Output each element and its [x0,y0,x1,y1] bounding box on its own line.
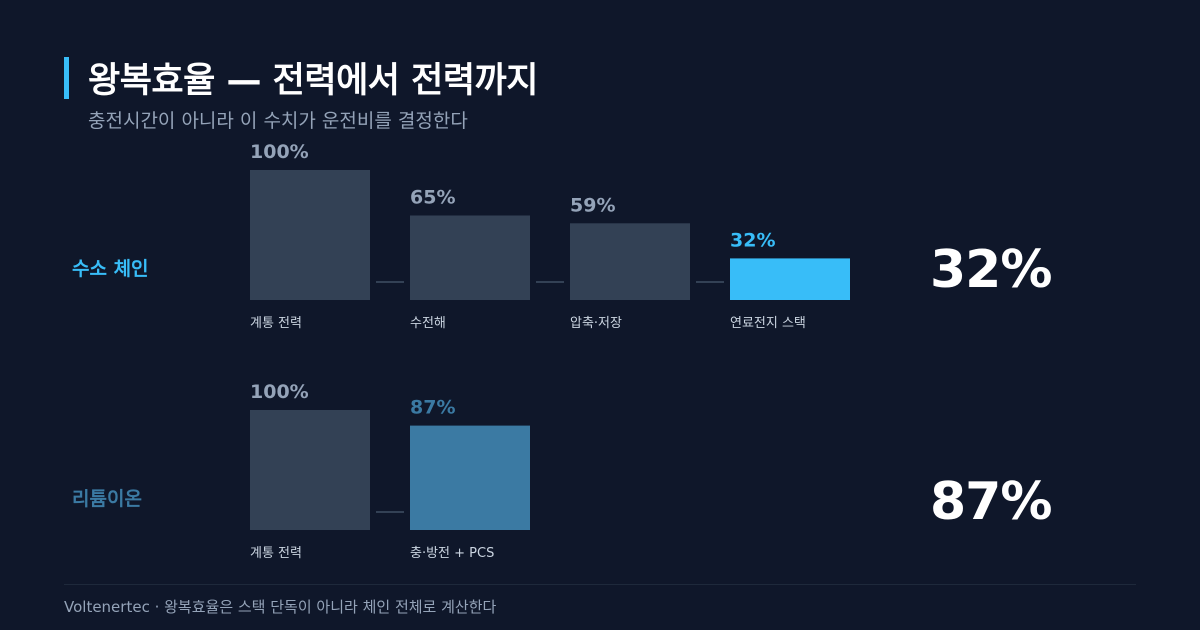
total-efficiency-hydrogen: 32% [930,240,1052,300]
stage-label-lithium-2: 충·방전 + PCS [410,546,494,561]
footer-note: Voltenertec · 왕복효율은 스택 단독이 아니라 체인 전체로 계산… [64,598,497,616]
bar-hydrogen-3 [570,223,690,300]
stage-label-hydrogen-3: 압축·저장 [570,316,622,331]
value-label-hydrogen-4: 32% [730,229,775,251]
value-label-lithium-2: 87% [410,397,455,419]
page-title: 왕복효율 — 전력에서 전력까지 [88,61,538,101]
footer-divider [64,584,1136,585]
value-label-lithium-1: 100% [250,381,309,403]
stage-label-lithium-1: 계통 전력 [250,546,302,561]
value-label-hydrogen-3: 59% [570,194,615,216]
stage-label-hydrogen-4: 연료전지 스택 [730,316,806,331]
bar-lithium-1 [250,410,370,530]
bar-lithium-2 [410,425,530,530]
value-label-hydrogen-1: 100% [250,141,309,163]
stage-label-hydrogen-2: 수전해 [410,316,446,331]
stage-label-hydrogen-1: 계통 전력 [250,316,302,331]
page-subtitle: 충전시간이 아니라 이 수치가 운전비를 결정한다 [88,110,468,132]
row-label-hydrogen: 수소 체인 [72,258,149,280]
total-efficiency-lithium: 87% [930,472,1052,532]
bar-hydrogen-1 [250,170,370,300]
bar-hydrogen-2 [410,215,530,300]
value-label-hydrogen-2: 65% [410,187,455,209]
title-accent-bar [64,57,69,99]
bar-hydrogen-4 [730,258,850,300]
row-label-lithium: 리튬이온 [72,488,142,510]
